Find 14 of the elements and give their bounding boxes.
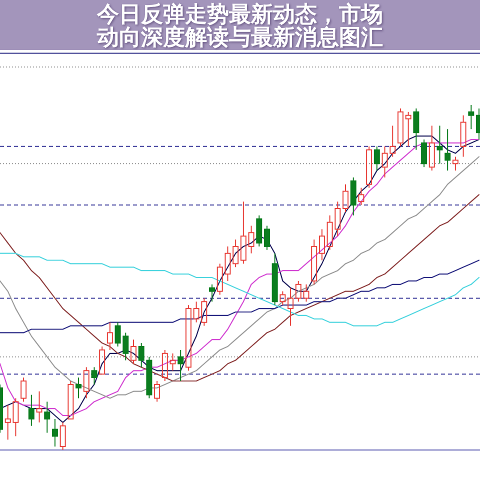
candlestick: [318, 228, 325, 261]
candlestick: [76, 377, 82, 399]
candlestick: [52, 418, 58, 448]
candlestick: [44, 401, 50, 434]
candlestick: [288, 287, 294, 326]
candlestick: [28, 394, 34, 426]
candlestick: [444, 128, 451, 172]
chart-title: 今日反弹走势最新动态，市场动向深度解读与最新消息图汇: [96, 1, 383, 50]
candlestick: [436, 125, 443, 164]
candlestick: [36, 390, 42, 423]
candlestick: [106, 322, 113, 350]
candlestick: [178, 349, 184, 382]
candlestick: [468, 104, 474, 130]
candlestick: [460, 114, 466, 158]
